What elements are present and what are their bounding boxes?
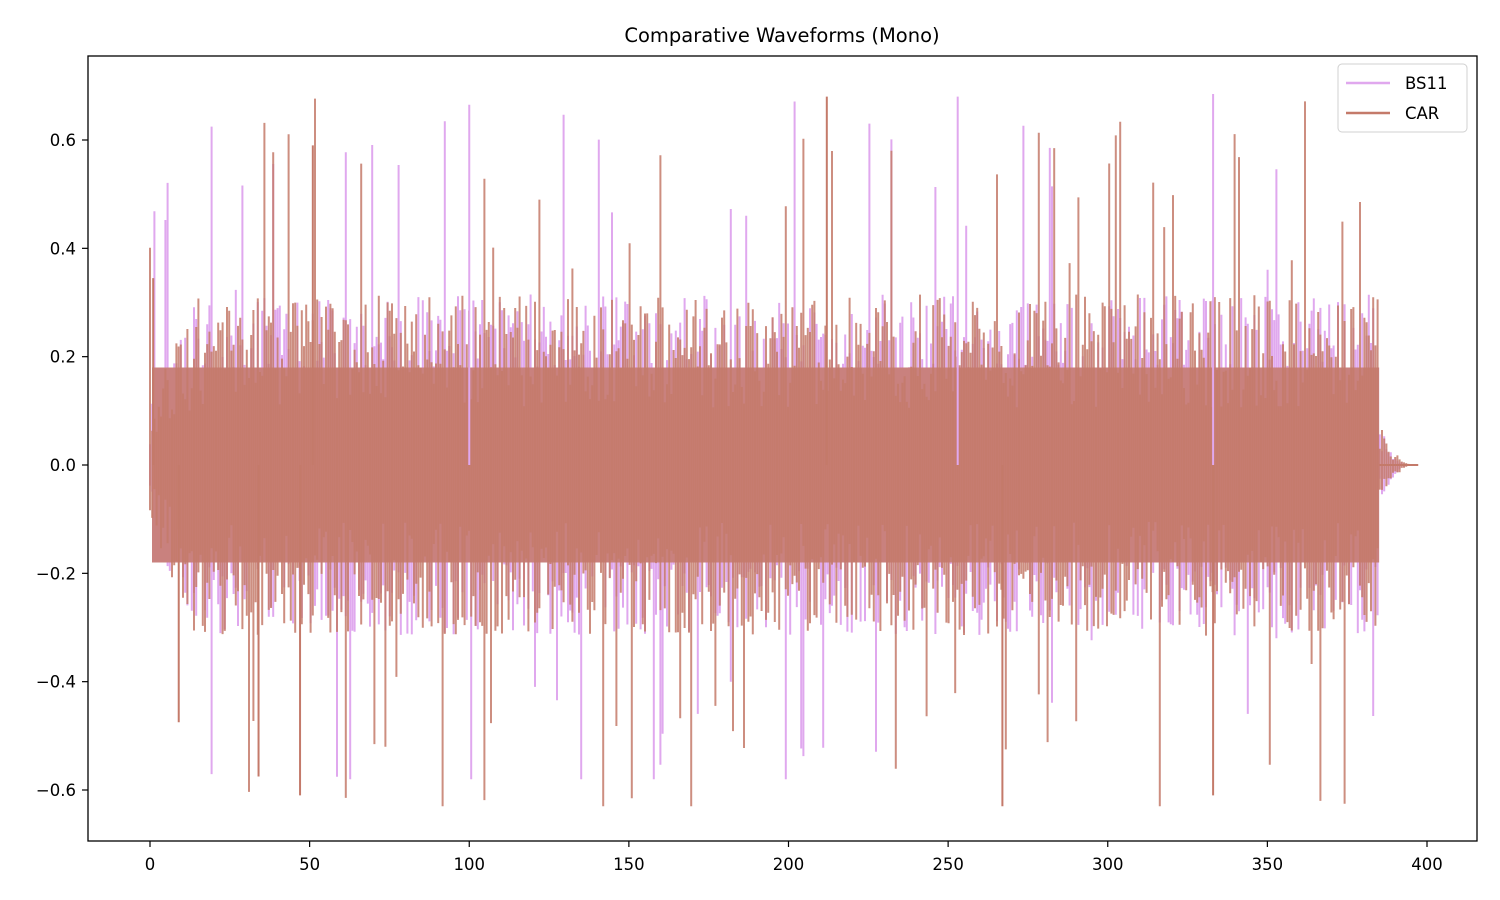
y-tick-label: 0.4 [50,239,76,258]
legend-label-car: CAR [1405,104,1439,123]
x-tick-label: 200 [773,855,805,874]
y-tick-label: −0.6 [36,781,76,800]
axes-frame [87,55,1478,842]
y-tick-label: 0.0 [50,456,76,475]
x-tick-label: 300 [1092,855,1124,874]
legend-box [1337,63,1468,133]
x-tick-label: 350 [1252,855,1284,874]
waveform-trace [149,98,1412,807]
y-axis-ticks: −0.6 −0.4 −0.2 0.0 0.2 0.4 0.6 [36,131,88,800]
y-tick-label: 0.2 [50,348,76,367]
x-tick-label: 150 [613,855,645,874]
legend-label-bs11: BS11 [1405,74,1448,93]
x-tick-label: 250 [932,855,964,874]
plot-area [149,93,1419,807]
y-tick-label: −0.2 [36,564,76,583]
x-tick-label: 0 [145,855,156,874]
x-tick-label: 100 [454,855,486,874]
series-car-waveform [149,93,1419,807]
x-tick-label: 50 [299,855,320,874]
legend: BS11 CAR [1337,63,1468,133]
x-axis-ticks: 0 50 100 150 200 250 300 350 400 [145,841,1443,874]
y-tick-label: 0.6 [50,131,76,150]
y-tick-label: −0.4 [36,673,76,692]
chart-title: Comparative Waveforms (Mono) [624,24,939,47]
x-tick-label: 400 [1411,855,1443,874]
